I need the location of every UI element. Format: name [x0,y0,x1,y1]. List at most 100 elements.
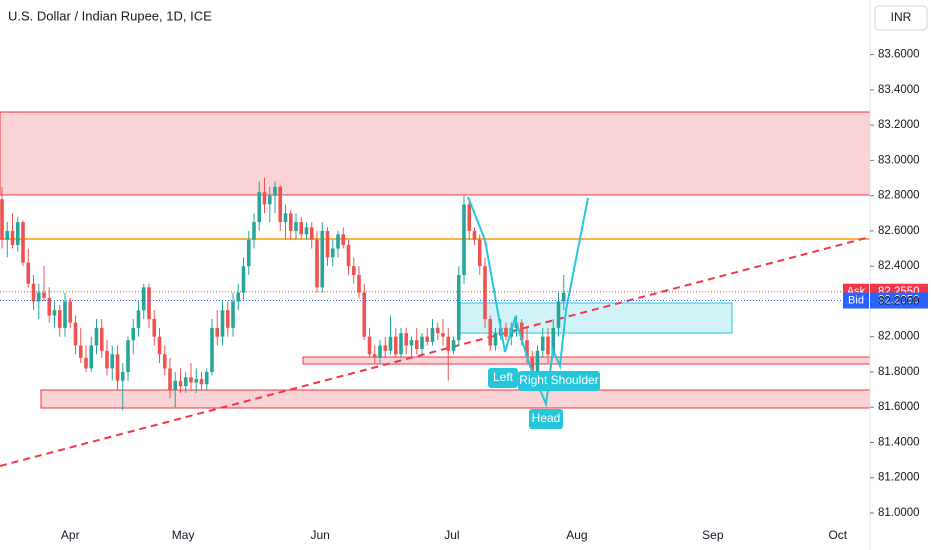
support-zone [40,389,871,409]
candle-body [236,292,241,302]
pattern-label-box [518,371,600,391]
candle-body [278,186,283,223]
candle-body [42,292,46,298]
candle-body [120,371,125,381]
candle-body [231,301,235,328]
y-tick-label: 81.0000 [878,507,920,519]
candle-body [519,322,524,341]
y-tick-label: 83.2000 [878,119,920,131]
candle-body [330,248,335,258]
currency-label[interactable]: INR [891,10,912,24]
candle-body [378,345,382,358]
candle-body [262,192,267,205]
candle-body [451,340,456,351]
candle-body [225,310,230,328]
candle-body [441,333,445,337]
candle-body [483,266,487,320]
candle-body [425,336,430,342]
y-tick-label: 83.6000 [878,49,920,61]
candle-body [283,213,288,223]
candle-body [267,195,272,205]
candle-body [147,287,151,320]
candle-body [409,340,414,346]
pattern-label: Head [532,411,561,425]
candle-body [372,354,377,358]
y-tick-label: 82.6000 [878,225,920,237]
currency-button[interactable] [874,5,928,31]
candle-body [367,336,372,355]
candle-body [47,297,52,316]
candle-body [178,380,183,387]
candle-body [21,222,25,263]
y-tick-label: 82.0000 [878,331,920,343]
candle-body [52,310,57,316]
candle-body [63,301,67,328]
candle-body [189,377,193,383]
candle-body [362,292,367,337]
candle-body [257,192,262,223]
candle-body [110,354,115,369]
candle-body [493,333,498,346]
candle-body [446,336,451,351]
candle-body [288,213,293,231]
candle-body [561,292,566,302]
candle-body [383,345,388,351]
candle-body [26,262,31,284]
candle-body [36,292,41,302]
candle-body [131,327,136,341]
candle-body [467,204,472,231]
candle-body [404,333,409,346]
candle-body [336,234,340,249]
candle-body [15,222,20,246]
consolidation-box [457,302,733,334]
candle-body [31,283,36,302]
x-tick-label: Aug [566,528,587,542]
candle-body [556,301,561,328]
candle-body [246,239,251,267]
candle-body [57,310,62,328]
candle-body [194,378,199,383]
y-tick-label: 81.8000 [878,366,920,378]
pattern-label: Right Shoulder [519,373,598,387]
candle-body [94,327,99,346]
candle-body [105,350,109,369]
chart-title: U.S. Dollar / Indian Rupee, 1D, ICE [8,8,212,23]
candle-body [68,301,73,323]
candle-body [388,336,393,351]
candle-body [525,340,529,358]
candle-body [99,327,104,351]
candle-body [309,227,314,240]
candle-body [136,310,141,328]
y-tick-label: 82.8000 [878,190,920,202]
candle-body [204,371,209,385]
candle-body [351,266,356,275]
candle-body [5,230,10,240]
price-tag-name-text: Bid [848,294,864,306]
x-tick-label: May [172,528,195,542]
candle-body [126,340,130,372]
candle-body [210,327,214,372]
candle-body [299,222,304,235]
candle-body [294,222,298,231]
candle-body [0,199,4,240]
y-tick-label: 81.4000 [878,436,920,448]
x-tick-label: Jul [444,528,459,542]
candle-body [477,239,482,267]
x-tick-label: Oct [828,528,847,542]
candle-body [462,204,466,275]
y-tick-label: 83.4000 [878,84,920,96]
price-tag [870,292,928,309]
candle-body [89,345,94,369]
candle-body [456,274,461,341]
price-tag-name [843,292,869,309]
candle-body [488,319,493,346]
candle-body [551,327,556,355]
candle-body [315,239,319,288]
candle-body [341,234,346,246]
candle-body [199,378,204,385]
y-tick-label: 82.2000 [878,295,920,307]
candle-body [393,336,398,355]
candle-body [78,345,83,358]
pattern-label: Left [493,370,514,384]
x-tick-label: Jun [310,528,329,542]
